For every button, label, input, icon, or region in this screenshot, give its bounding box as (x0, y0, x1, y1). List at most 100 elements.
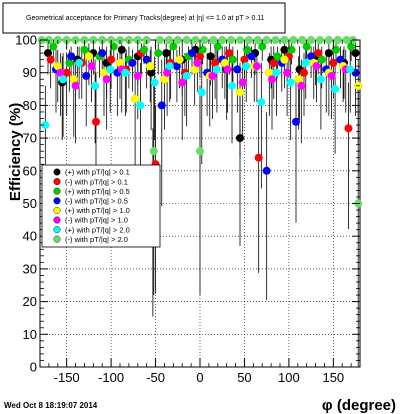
data-point-series-3 (262, 166, 271, 175)
data-point-series-5 (268, 75, 276, 84)
y-tick-label: 60 (23, 163, 37, 178)
data-point-series-1 (46, 55, 55, 64)
y-tick-label: 40 (23, 229, 37, 244)
data-point-series-5 (252, 62, 261, 71)
data-point-series-7 (316, 36, 324, 44)
data-point-series-2 (169, 42, 178, 51)
legend-label-7: (-) with pT/|q| > 2.0 (65, 235, 128, 244)
data-point-series-1 (344, 124, 353, 133)
data-point-series-7 (191, 36, 200, 44)
data-point-series-5 (56, 68, 65, 77)
data-point-series-7 (253, 36, 262, 44)
data-point-series-7 (182, 36, 191, 44)
data-point-series-5 (238, 78, 247, 87)
data-point-series-5 (87, 62, 96, 71)
data-point-series-0 (351, 49, 360, 58)
data-point-series-0 (117, 45, 126, 54)
legend-marker-2 (53, 187, 61, 195)
x-tick-label: -150 (54, 370, 80, 385)
data-point-series-5 (208, 71, 217, 80)
data-point-series-6 (301, 58, 310, 67)
legend-label-4: (+) with pT/|q| > 1.0 (65, 206, 130, 215)
data-point-series-2 (154, 49, 163, 58)
data-point-series-5 (312, 62, 321, 71)
data-point-series-5 (178, 78, 187, 87)
data-point-series-7 (271, 36, 280, 44)
data-point-series-6 (136, 101, 145, 110)
data-point-series-5 (102, 75, 111, 84)
legend-label-0: (+) with pT/|q| > 0.1 (65, 168, 130, 177)
data-point-series-3 (307, 52, 316, 61)
y-tick-label: 30 (23, 261, 37, 276)
data-point-series-2 (80, 45, 89, 54)
data-point-series-7 (298, 36, 307, 44)
legend-marker-4 (53, 206, 61, 214)
data-point-series-2 (347, 42, 356, 51)
data-point-series-7 (156, 36, 164, 44)
data-point-series-3 (172, 62, 181, 71)
data-point-series-3 (82, 71, 91, 80)
data-point-series-1 (240, 55, 249, 64)
data-point-series-0 (162, 49, 171, 58)
data-point-series-2 (243, 45, 252, 54)
data-point-series-7 (200, 36, 209, 44)
data-point-series-0 (324, 49, 333, 58)
axes: 0 10 20 30 40 50 60 70 80 90 100 -150 -100 -50 0 50 100 1… (15, 33, 361, 385)
data-point-series-7 (164, 36, 173, 44)
data-point-series-4 (84, 52, 94, 61)
data-point-series-6 (228, 81, 236, 90)
data-point-series-3 (128, 58, 137, 67)
data-point-series-7 (289, 36, 298, 44)
data-point-series-4 (130, 94, 140, 104)
data-point-series-6 (331, 85, 340, 94)
data-point-series-3 (188, 49, 196, 58)
data-point-series-7 (342, 36, 351, 44)
data-point-series-6 (182, 71, 191, 80)
legend-marker-3 (53, 197, 61, 205)
legend-marker-5 (53, 216, 61, 224)
data-point-series-7 (218, 36, 227, 44)
x-tick-label: -100 (98, 370, 124, 385)
legend: (+) with pT/|q| > 0.1(-) with pT/|q| > 0… (41, 164, 161, 248)
y-tick-label: 0 (30, 360, 37, 375)
data-point-series-1 (314, 49, 323, 58)
data-point-series-0 (236, 134, 244, 143)
data-point-series-1 (254, 153, 263, 162)
legend-label-2: (+) with pT/|q| > 0.5 (65, 187, 130, 196)
data-point-series-0 (280, 45, 289, 54)
data-point-series-6 (272, 68, 281, 77)
legend-marker-7 (53, 235, 61, 243)
x-tick-label: 150 (322, 370, 344, 385)
data-point-series-1 (329, 58, 338, 67)
y-axis-title: Efficiency (%) (7, 103, 24, 201)
x-tick-label: -50 (146, 370, 165, 385)
data-point-series-5 (71, 81, 80, 90)
data-point-series-6 (106, 65, 115, 74)
data-point-series-6 (316, 75, 325, 84)
legend-box (41, 164, 161, 248)
legend-marker-1 (53, 178, 61, 186)
y-tick-label: 70 (23, 131, 37, 146)
data-point-series-7 (227, 36, 236, 44)
data-point-series-6 (41, 121, 50, 130)
data-point-series-5 (283, 68, 292, 77)
data-point-series-6 (286, 78, 295, 87)
data-point-series-5 (163, 68, 172, 77)
data-point-series-6 (197, 88, 206, 97)
data-point-series-5 (223, 65, 232, 74)
data-point-series-1 (107, 55, 116, 64)
y-tick-label: 20 (23, 294, 37, 309)
data-point-series-1 (196, 52, 204, 61)
data-point-series-4 (145, 61, 155, 71)
legend-label-1: (-) with pT/|q| > 0.1 (65, 177, 128, 186)
data-point-series-7 (196, 147, 204, 156)
y-tick-label: 90 (23, 65, 37, 80)
data-point-series-7 (236, 36, 244, 44)
data-point-series-7 (209, 36, 218, 44)
data-point-series-7 (307, 36, 316, 44)
timestamp: Wed Oct 8 18:19:07 2014 (4, 401, 98, 410)
data-point-series-6 (91, 81, 100, 90)
data-point-series-6 (346, 65, 355, 74)
data-point-series-3 (233, 65, 242, 74)
data-point-series-5 (133, 71, 142, 80)
